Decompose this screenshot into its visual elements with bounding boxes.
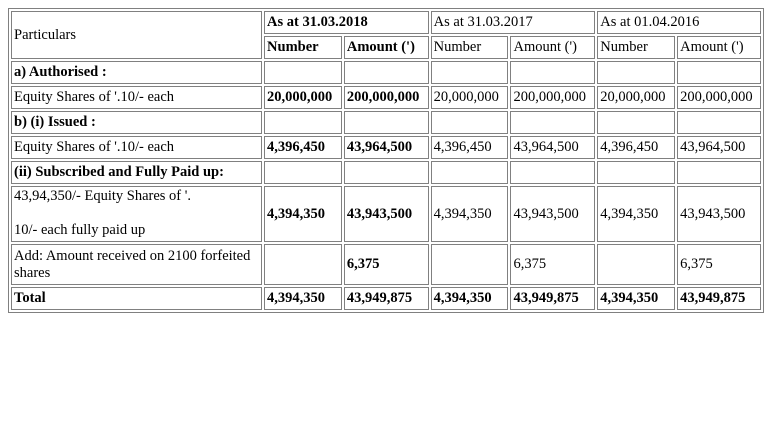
value-number-2018: 20,000,000 [264, 86, 342, 109]
empty-cell [597, 161, 676, 184]
row-label: Total [11, 287, 263, 310]
value-amount-2017: 43,964,500 [510, 136, 596, 159]
section-label: b) (i) Issued : [11, 111, 263, 134]
header-number-2017: Number [430, 36, 509, 59]
empty-cell [264, 111, 342, 134]
value-number-2018: 4,394,350 [264, 186, 342, 242]
value-amount-2018: 6,375 [343, 244, 429, 285]
row-authorised: Equity Shares of '.10/- each 20,000,000 … [11, 86, 761, 109]
value-amount-2018: 200,000,000 [343, 86, 429, 109]
value-amount-2016: 6,375 [677, 244, 761, 285]
header-amount-2016: Amount (') [677, 36, 761, 59]
empty-cell [677, 161, 761, 184]
value-amount-2018: 43,949,875 [343, 287, 429, 310]
header-period-2017: As at 31.03.2017 [430, 11, 596, 34]
row-issued: Equity Shares of '.10/- each 4,396,450 4… [11, 136, 761, 159]
header-number-2018: Number [264, 36, 342, 59]
value-number-2016: 4,394,350 [597, 186, 676, 242]
row-subscribed: 43,94,350/- Equity Shares of '. 10/- eac… [11, 186, 761, 242]
row-label-line2: 10/- each fully paid up [14, 222, 146, 238]
row-label: 43,94,350/- Equity Shares of '. 10/- eac… [11, 186, 263, 242]
header-particulars: Particulars [11, 11, 263, 59]
empty-cell [510, 61, 596, 84]
row-label-line1: 43,94,350/- Equity Shares of '. [14, 188, 191, 204]
value-amount-2016: 43,949,875 [677, 287, 761, 310]
empty-cell [430, 161, 509, 184]
empty-cell [510, 161, 596, 184]
value-number-2017: 4,394,350 [430, 186, 509, 242]
empty-cell [343, 61, 429, 84]
value-amount-2017: 43,949,875 [510, 287, 596, 310]
value-number-2018: 4,396,450 [264, 136, 342, 159]
header-period-2016: As at 01.04.2016 [597, 11, 761, 34]
row-label: Equity Shares of '.10/- each [11, 86, 263, 109]
value-amount-2016: 200,000,000 [677, 86, 761, 109]
value-amount-2017: 200,000,000 [510, 86, 596, 109]
value-amount-2018: 43,943,500 [343, 186, 429, 242]
row-label: Add: Amount received on 2100 forfeited s… [11, 244, 263, 285]
empty-cell [677, 111, 761, 134]
header-amount-2017: Amount (') [510, 36, 596, 59]
share-capital-table: Particulars As at 31.03.2018 As at 31.03… [8, 8, 764, 313]
empty-cell [430, 244, 509, 285]
header-amount-2018: Amount (') [343, 36, 429, 59]
header-row-periods: Particulars As at 31.03.2018 As at 31.03… [11, 11, 761, 59]
empty-cell [677, 61, 761, 84]
value-number-2017: 4,396,450 [430, 136, 509, 159]
header-number-2016: Number [597, 36, 676, 59]
value-number-2018: 4,394,350 [264, 287, 342, 310]
empty-cell [597, 111, 676, 134]
value-amount-2017: 43,943,500 [510, 186, 596, 242]
empty-cell [343, 111, 429, 134]
empty-cell [264, 61, 342, 84]
empty-cell [264, 161, 342, 184]
row-forfeited: Add: Amount received on 2100 forfeited s… [11, 244, 761, 285]
section-subscribed: (ii) Subscribed and Fully Paid up: [11, 161, 761, 184]
value-amount-2018: 43,964,500 [343, 136, 429, 159]
value-amount-2016: 43,943,500 [677, 186, 761, 242]
empty-cell [343, 161, 429, 184]
value-amount-2017: 6,375 [510, 244, 596, 285]
value-amount-2016: 43,964,500 [677, 136, 761, 159]
value-number-2016: 4,396,450 [597, 136, 676, 159]
empty-cell [430, 111, 509, 134]
section-authorised: a) Authorised : [11, 61, 761, 84]
empty-cell [597, 61, 676, 84]
row-total: Total 4,394,350 43,949,875 4,394,350 43,… [11, 287, 761, 310]
section-label: a) Authorised : [11, 61, 263, 84]
value-number-2016: 4,394,350 [597, 287, 676, 310]
value-number-2017: 20,000,000 [430, 86, 509, 109]
empty-cell [510, 111, 596, 134]
section-label: (ii) Subscribed and Fully Paid up: [11, 161, 263, 184]
value-number-2017: 4,394,350 [430, 287, 509, 310]
empty-cell [430, 61, 509, 84]
value-number-2016: 20,000,000 [597, 86, 676, 109]
empty-cell [264, 244, 342, 285]
section-issued: b) (i) Issued : [11, 111, 761, 134]
header-row-columns: Number Amount (') Number Amount (') Numb… [11, 36, 761, 59]
row-label: Equity Shares of '.10/- each [11, 136, 263, 159]
header-period-2018: As at 31.03.2018 [264, 11, 429, 34]
empty-cell [597, 244, 676, 285]
